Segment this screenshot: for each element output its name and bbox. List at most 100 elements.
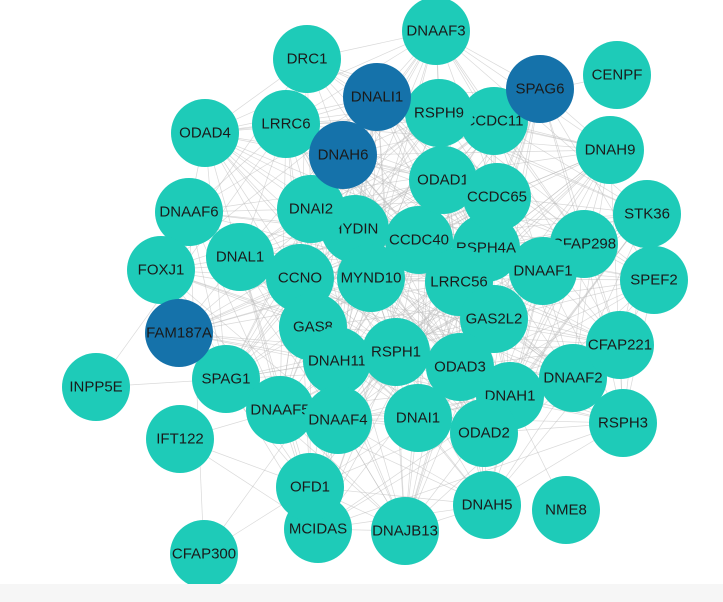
node-ccdc65[interactable]: CCDC65	[463, 163, 531, 231]
node-circle-spag6[interactable]	[506, 55, 574, 123]
node-dnajb13[interactable]: DNAJB13	[371, 497, 439, 565]
node-label-nme8: NME8	[545, 502, 587, 519]
node-circle-ift122[interactable]	[146, 405, 214, 473]
node-label-ccdc11: CCDC11	[465, 113, 524, 130]
node-circle-dnaaf3[interactable]	[402, 0, 470, 65]
node-label-dnai1: DNAI1	[396, 410, 440, 427]
node-dnah6[interactable]: DNAH6	[309, 121, 377, 189]
node-circle-odad4[interactable]	[171, 99, 239, 167]
node-circle-dnai1[interactable]	[384, 384, 452, 452]
node-dnaaf5[interactable]: DNAAF5	[246, 376, 314, 444]
node-dnai2[interactable]: DNAI2	[277, 175, 345, 243]
node-nme8[interactable]: NME8	[532, 476, 600, 544]
node-dnaaf6[interactable]: DNAAF6	[155, 178, 223, 246]
node-mynd10[interactable]: MYND10	[337, 244, 405, 312]
node-dnai1[interactable]: DNAI1	[384, 384, 452, 452]
node-circle-rsph9[interactable]	[405, 79, 473, 147]
node-spef2[interactable]: SPEF2	[620, 246, 688, 314]
node-circle-odad1[interactable]	[409, 146, 477, 214]
node-stk36[interactable]: STK36	[613, 180, 681, 248]
node-circle-fam187a[interactable]	[145, 299, 213, 367]
node-circle-ccdc65[interactable]	[463, 163, 531, 231]
node-label-dnah5: DNAH5	[462, 497, 513, 514]
node-circle-inpp5e[interactable]	[62, 353, 130, 421]
node-label-fam187a: FAM187A	[146, 325, 212, 342]
node-odad1[interactable]: ODAD1	[409, 146, 477, 214]
node-rsph3[interactable]: RSPH3	[589, 389, 657, 457]
node-dnal1[interactable]: DNAL1	[206, 223, 274, 291]
node-dnaaf1[interactable]: DNAAF1	[509, 237, 577, 305]
node-dnali1[interactable]: DNALI1	[343, 63, 411, 131]
node-label-dnah11: DNAH11	[308, 353, 366, 370]
edge-dnah9-dnaaf6	[188, 149, 611, 213]
node-circle-spef2[interactable]	[620, 246, 688, 314]
node-ift122[interactable]: IFT122	[146, 405, 214, 473]
node-rsph1[interactable]: RSPH1	[362, 318, 430, 386]
node-lrrc6[interactable]: LRRC6	[252, 90, 320, 158]
node-circle-dnah9[interactable]	[576, 116, 644, 184]
node-dnaaf4[interactable]: DNAAF4	[304, 386, 372, 454]
node-label-lrrc56: LRRC56	[430, 274, 488, 291]
node-foxj1[interactable]: FOXJ1	[127, 236, 195, 304]
node-odad2[interactable]: ODAD2	[450, 399, 518, 467]
node-label-rsph3: RSPH3	[598, 415, 648, 432]
node-circle-dnaaf1[interactable]	[509, 237, 577, 305]
edge-dnah6-dnah9	[342, 149, 611, 156]
node-circle-odad2[interactable]	[450, 399, 518, 467]
node-circle-stk36[interactable]	[613, 180, 681, 248]
node-circle-dnali1[interactable]	[343, 63, 411, 131]
node-label-mynd10: MYND10	[341, 270, 402, 287]
node-circle-dnaaf6[interactable]	[155, 178, 223, 246]
node-cfap221[interactable]: CFAP221	[586, 311, 654, 379]
node-cenpf[interactable]: CENPF	[583, 41, 651, 109]
node-spag6[interactable]: SPAG6	[506, 55, 574, 123]
node-circle-cfap300[interactable]	[170, 520, 238, 588]
node-circle-rsph1[interactable]	[362, 318, 430, 386]
node-spag1[interactable]: SPAG1	[192, 345, 260, 413]
node-label-dnaaf1: DNAAF1	[513, 263, 572, 280]
node-circle-nme8[interactable]	[532, 476, 600, 544]
node-label-inpp5e: INPP5E	[69, 379, 122, 396]
node-label-ccdc40: CCDC40	[389, 232, 449, 249]
node-circle-gas2l2[interactable]	[460, 285, 528, 353]
node-dnaaf3[interactable]: DNAAF3	[402, 0, 470, 65]
node-circle-dnajb13[interactable]	[371, 497, 439, 565]
node-fam187a[interactable]: FAM187A	[145, 299, 213, 367]
node-circle-dnah5[interactable]	[453, 471, 521, 539]
node-circle-dnah6[interactable]	[309, 121, 377, 189]
node-dnah5[interactable]: DNAH5	[453, 471, 521, 539]
node-label-dnali1: DNALI1	[351, 89, 404, 106]
node-circle-odad3[interactable]	[426, 333, 494, 401]
node-circle-dnah11[interactable]	[303, 327, 371, 395]
node-label-dnai2: DNAI2	[289, 201, 333, 218]
node-circle-spag1[interactable]	[192, 345, 260, 413]
node-circle-dnaaf4[interactable]	[304, 386, 372, 454]
node-circle-lrrc6[interactable]	[252, 90, 320, 158]
node-circle-mynd10[interactable]	[337, 244, 405, 312]
node-circle-drc1[interactable]	[273, 25, 341, 93]
node-inpp5e[interactable]: INPP5E	[62, 353, 130, 421]
node-label-stk36: STK36	[624, 206, 670, 223]
node-label-rsph9: RSPH9	[414, 105, 464, 122]
node-circle-cenpf[interactable]	[583, 41, 651, 109]
node-label-dnaaf6: DNAAF6	[159, 204, 218, 221]
node-dnah11[interactable]: DNAH11	[303, 327, 371, 395]
node-ofd1[interactable]: OFD1	[276, 453, 344, 521]
node-circle-dnal1[interactable]	[206, 223, 274, 291]
node-circle-dnaaf5[interactable]	[246, 376, 314, 444]
node-label-cenpf: CENPF	[592, 67, 643, 84]
node-circle-cfap221[interactable]	[586, 311, 654, 379]
node-rsph9[interactable]: RSPH9	[405, 79, 473, 147]
node-circle-rsph3[interactable]	[589, 389, 657, 457]
node-circle-ofd1[interactable]	[276, 453, 344, 521]
node-gas2l2[interactable]: GAS2L2	[460, 285, 528, 353]
node-drc1[interactable]: DRC1	[273, 25, 341, 93]
node-circle-dnai2[interactable]	[277, 175, 345, 243]
node-odad4[interactable]: ODAD4	[171, 99, 239, 167]
node-circle-foxj1[interactable]	[127, 236, 195, 304]
node-dnah9[interactable]: DNAH9	[576, 116, 644, 184]
node-cfap300[interactable]: CFAP300	[170, 520, 238, 588]
node-odad3[interactable]: ODAD3	[426, 333, 494, 401]
node-layer: CFAP300 MCIDAS OFD1 DNAJB13 NME8 DNAH5 IFT122 I…	[62, 0, 688, 588]
